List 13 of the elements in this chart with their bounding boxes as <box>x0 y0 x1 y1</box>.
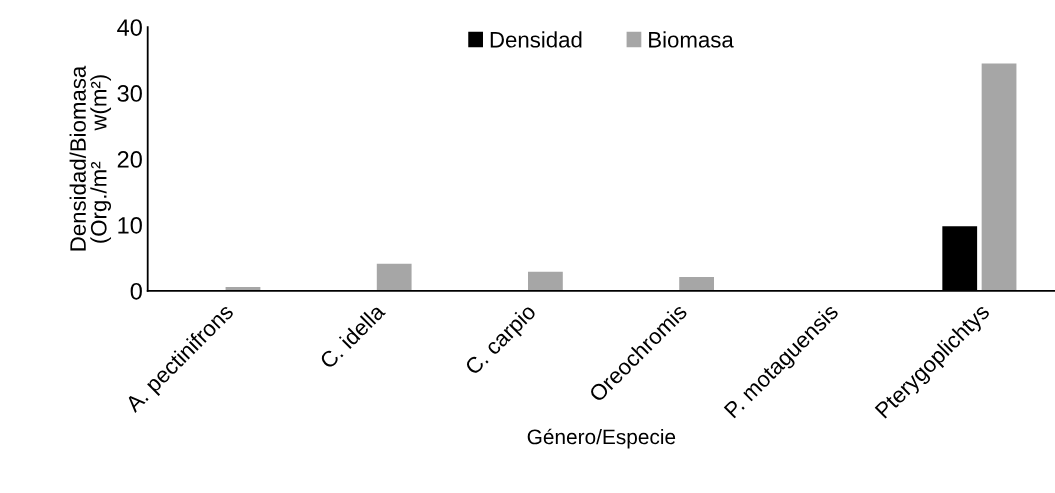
bar <box>679 277 715 291</box>
legend-label: Biomasa <box>649 31 734 48</box>
legend-label: Densidad <box>490 31 582 48</box>
y-tick-label: 10 <box>118 217 142 234</box>
bar <box>528 271 563 291</box>
y-axis-title: Densidad/Biomasa (Org./m² w(m²) <box>69 65 112 251</box>
bar <box>981 63 1017 291</box>
x-axis-title: Género/Especie <box>527 428 676 449</box>
bar <box>376 263 412 291</box>
y-tick-label: 20 <box>117 151 142 168</box>
y-tick-label: 40 <box>117 19 142 36</box>
y-tick-label: 0 <box>130 282 142 300</box>
y-tick-label: 30 <box>117 85 142 102</box>
